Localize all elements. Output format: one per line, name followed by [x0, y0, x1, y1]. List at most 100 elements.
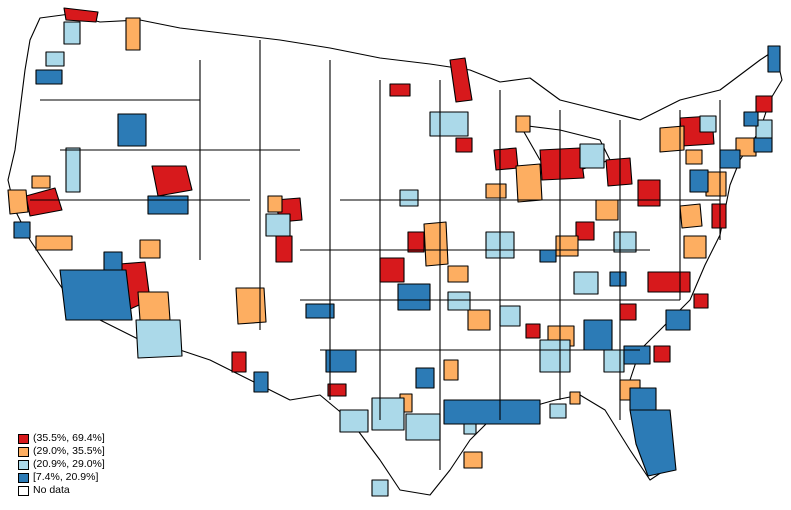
region: [683, 235, 707, 259]
region: [135, 319, 183, 359]
region: [613, 231, 637, 253]
region: [539, 147, 585, 181]
region: [549, 403, 567, 419]
region: [405, 413, 441, 441]
region: [711, 203, 727, 229]
region: [569, 391, 581, 405]
region: [525, 323, 541, 339]
region: [499, 305, 521, 327]
region: [579, 143, 605, 169]
region: [103, 251, 123, 271]
region: [253, 371, 269, 393]
region: [423, 221, 449, 267]
region: [685, 149, 703, 165]
region: [623, 345, 651, 365]
region: [397, 283, 431, 311]
region: [539, 339, 571, 373]
region: [455, 137, 473, 153]
region: [13, 221, 31, 239]
legend-item: (29.0%, 35.5%]: [18, 445, 105, 458]
region: [619, 303, 637, 321]
region: [595, 199, 619, 221]
region: [265, 213, 291, 237]
region: [65, 147, 81, 193]
legend-item: (35.5%, 69.4%]: [18, 432, 105, 445]
region: [447, 265, 469, 283]
region: [147, 195, 189, 215]
region: [603, 349, 625, 373]
region: [609, 271, 627, 287]
region: [463, 451, 483, 469]
region: [493, 147, 519, 171]
legend-item: No data: [18, 484, 105, 497]
legend-label: (20.9%, 29.0%]: [33, 458, 105, 470]
region: [275, 235, 293, 263]
region: [339, 409, 369, 433]
region: [139, 239, 161, 259]
legend-swatch: [18, 459, 29, 470]
region: [753, 137, 773, 153]
region: [705, 171, 727, 197]
region: [371, 397, 405, 431]
region: [25, 187, 63, 217]
region: [231, 351, 247, 373]
region: [583, 319, 613, 351]
region: [235, 287, 267, 325]
region: [575, 221, 595, 241]
region: [399, 189, 419, 207]
region: [629, 387, 657, 411]
region: [443, 359, 459, 381]
region: [637, 179, 661, 207]
legend-swatch: [18, 485, 29, 496]
region: [443, 399, 541, 425]
region: [449, 57, 473, 103]
region: [63, 7, 99, 23]
region: [699, 115, 717, 133]
region: [767, 45, 781, 73]
region: [515, 115, 531, 133]
region: [447, 291, 471, 311]
region: [7, 189, 29, 215]
region-boundaries: [30, 40, 721, 470]
region: [407, 231, 425, 253]
region: [467, 309, 491, 331]
region: [267, 195, 283, 213]
region: [125, 17, 141, 51]
region: [679, 203, 703, 229]
region: [573, 271, 599, 295]
legend-swatch: [18, 433, 29, 444]
region: [719, 149, 741, 169]
region: [653, 345, 671, 363]
legend-item: (20.9%, 29.0%]: [18, 458, 105, 471]
legend: (35.5%, 69.4%] (29.0%, 35.5%] (20.9%, 29…: [18, 432, 105, 497]
region: [665, 309, 691, 331]
region: [45, 51, 65, 67]
region: [35, 235, 73, 251]
legend-label: [7.4%, 20.9%]: [33, 471, 99, 483]
region: [415, 367, 435, 389]
legend-item: [7.4%, 20.9%]: [18, 471, 105, 484]
region: [605, 157, 633, 187]
region: [647, 271, 691, 293]
region: [59, 269, 133, 321]
region: [629, 409, 677, 477]
region: [743, 111, 759, 127]
region: [555, 235, 579, 257]
region: [429, 111, 469, 137]
region: [389, 83, 411, 97]
legend-label: (29.0%, 35.5%]: [33, 445, 105, 457]
legend-label: (35.5%, 69.4%]: [33, 432, 105, 444]
legend-swatch: [18, 472, 29, 483]
region: [539, 249, 557, 263]
region: [151, 165, 193, 197]
region: [31, 175, 51, 189]
region: [755, 95, 773, 113]
region: [659, 125, 685, 153]
region: [485, 183, 507, 199]
region: [515, 163, 543, 203]
region: [693, 293, 709, 309]
region: [137, 291, 171, 321]
region: [63, 21, 81, 45]
region: [327, 383, 347, 397]
region: [689, 169, 709, 193]
